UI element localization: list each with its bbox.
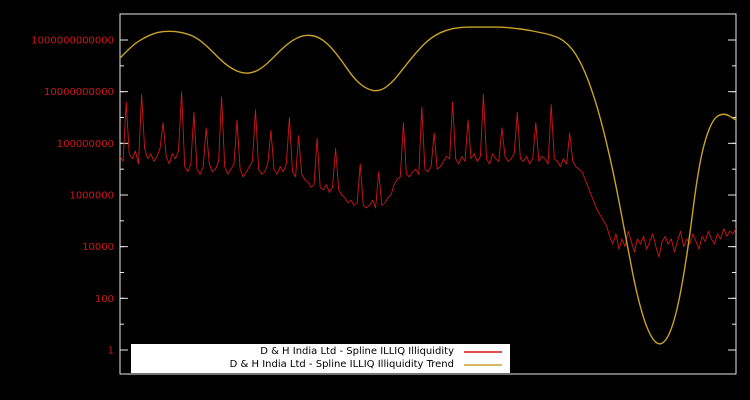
y-tick-label: 10000 [82, 242, 114, 253]
y-tick-label: 1 [108, 346, 114, 357]
y-tick-label: 1000000000000 [31, 36, 114, 47]
plot-border [119, 13, 737, 375]
legend-line-swatch [464, 350, 502, 353]
y-tick-label: 10000000000 [44, 87, 114, 98]
legend: D & H India Ltd - Spline ILLIQ Illiquidi… [131, 344, 510, 373]
legend-line-swatch [464, 363, 502, 366]
y-tick-label: 100 [95, 294, 114, 305]
legend-item: D & H India Ltd - Spline ILLIQ Illiquidi… [137, 358, 504, 371]
series-line-illiquidity [119, 91, 737, 258]
legend-label: D & H India Ltd - Spline ILLIQ Illiquidi… [229, 359, 454, 370]
series-line-trend [119, 26, 737, 345]
y-tick-label: 100000000 [57, 139, 114, 150]
y-tick-label: 1000000 [69, 191, 114, 202]
legend-label: D & H India Ltd - Spline ILLIQ Illiquidi… [260, 346, 454, 357]
legend-item: D & H India Ltd - Spline ILLIQ Illiquidi… [137, 345, 504, 358]
